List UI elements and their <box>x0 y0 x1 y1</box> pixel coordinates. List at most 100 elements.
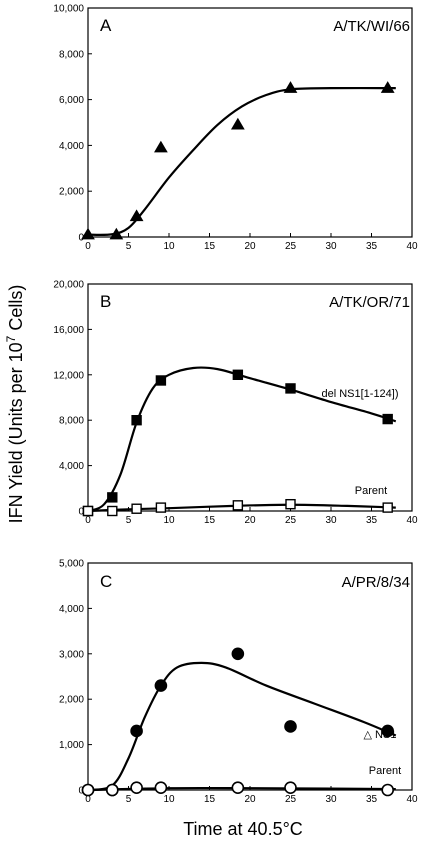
x-tick-label: 30 <box>325 241 337 252</box>
x-tick-label: 35 <box>366 515 378 526</box>
data-point-circle <box>284 781 297 795</box>
x-axis-title: Time at 40.5°C <box>183 819 303 839</box>
data-point-circle <box>154 679 168 692</box>
y-axis-title-main: IFN Yield (Units per 10 <box>6 342 26 523</box>
data-point-triangle <box>109 227 124 240</box>
plot-frame <box>87 7 413 238</box>
data-point-square <box>382 502 393 513</box>
data-point-square <box>82 505 94 517</box>
data-point-triangle <box>81 227 95 240</box>
panel-letter: C <box>100 572 112 591</box>
data-point-circle <box>130 781 143 795</box>
data-point-circle <box>130 724 143 738</box>
x-tick-label: 25 <box>285 515 297 526</box>
y-tick-label: 10,000 <box>53 4 84 15</box>
strain-label: A/TK/OR/71 <box>329 294 410 311</box>
data-point-triangle <box>283 81 298 93</box>
data-point-triangle <box>380 81 395 93</box>
series-label-1: Parent <box>355 485 387 497</box>
series-curve-0 <box>87 86 396 236</box>
data-point-square <box>155 502 167 513</box>
data-point-square <box>131 503 142 514</box>
series-label-1: Parent <box>369 765 401 777</box>
series-curve-0 <box>87 366 397 513</box>
y-tick-label: 4,000 <box>59 141 84 152</box>
series-label-0: △ NS1 <box>364 729 397 741</box>
x-tick-label: 35 <box>366 794 378 805</box>
x-tick-label: 15 <box>204 515 216 526</box>
x-tick-label: 5 <box>126 241 132 252</box>
x-tick-label: 30 <box>325 515 337 526</box>
data-point-triangle <box>230 117 245 130</box>
x-tick-label: 15 <box>204 241 216 252</box>
y-tick-label: 8,000 <box>59 416 84 427</box>
series-label-0: del NS1[1-124]) <box>321 388 398 400</box>
y-tick-label: 6,000 <box>59 95 84 106</box>
plot-frame <box>87 562 413 791</box>
data-point-circle <box>81 783 95 797</box>
y-tick-label: 4,000 <box>59 461 84 472</box>
x-tick-label: 0 <box>85 241 91 252</box>
x-tick-label: 25 <box>285 794 297 805</box>
data-point-square <box>382 413 393 425</box>
panel-b: 0 5 10 15 20 25 30 35 40 0 4,000 8,000 12,000 16,000 2… <box>53 280 418 527</box>
x-tick-label: 25 <box>285 241 297 252</box>
x-tick-label: 10 <box>163 515 175 526</box>
y-axis-title-tail: Cells) <box>6 285 26 336</box>
data-point-circle <box>381 724 395 738</box>
data-point-circle <box>231 781 245 795</box>
x-tick-label: 5 <box>126 794 132 805</box>
y-tick-label: 2,000 <box>59 187 84 198</box>
x-tick-label: 10 <box>163 794 175 805</box>
x-tick-label: 30 <box>325 794 337 805</box>
data-point-square <box>232 369 244 380</box>
y-tick-label: 12,000 <box>53 370 84 381</box>
series-curve-0 <box>87 661 397 792</box>
y-tick-label: 4,000 <box>59 604 84 615</box>
y-tick-label: 5,000 <box>59 559 84 570</box>
strain-label: A/PR/8/34 <box>342 574 410 591</box>
x-tick-label: 40 <box>406 794 418 805</box>
x-tick-label: 15 <box>204 794 216 805</box>
y-tick-label: 20,000 <box>53 280 84 291</box>
panel-letter: A <box>100 16 112 35</box>
strain-label: A/TK/WI/66 <box>333 18 410 35</box>
x-tick-label: 10 <box>163 241 175 252</box>
x-tick-label: 0 <box>85 515 91 526</box>
data-point-circle <box>154 781 168 795</box>
x-tick-label: 40 <box>406 241 418 252</box>
y-tick-label: 0 <box>78 233 84 244</box>
panel-c: 0 5 10 15 20 25 30 35 40 0 1,000 2,000 3,000 4,000 5,0… <box>59 559 418 806</box>
data-point-square <box>107 492 118 503</box>
y-tick-label: 0 <box>78 507 84 518</box>
y-axis-title: IFN Yield (Units per 107 Cells) <box>4 285 26 524</box>
x-tick-label: 5 <box>126 515 132 526</box>
y-tick-label: 3,000 <box>59 649 84 660</box>
data-point-circle <box>381 783 395 797</box>
y-tick-label: 0 <box>78 786 84 797</box>
y-tick-label: 2,000 <box>59 695 84 706</box>
data-point-square <box>155 375 167 386</box>
data-point-circle <box>231 647 245 661</box>
x-tick-label: 20 <box>244 515 256 526</box>
data-point-square <box>232 500 244 511</box>
x-tick-label: 35 <box>366 241 378 252</box>
y-tick-label: 1,000 <box>59 740 84 751</box>
x-tick-label: 40 <box>406 515 418 526</box>
data-point-square <box>285 498 296 510</box>
data-point-circle <box>106 783 119 797</box>
data-point-triangle <box>154 140 168 153</box>
x-tick-label: 20 <box>244 241 256 252</box>
data-point-square <box>285 383 296 394</box>
data-point-circle <box>284 720 297 733</box>
y-tick-label: 16,000 <box>53 325 84 336</box>
y-axis-title-sup: 7 <box>4 335 18 342</box>
data-point-square <box>107 505 118 517</box>
panel-letter: B <box>100 292 111 311</box>
y-tick-label: 8,000 <box>59 49 84 60</box>
data-point-square <box>131 415 142 426</box>
panel-a: 0 5 10 15 20 25 30 35 40 0 2,000 4,000 6,000 8,000 10,… <box>53 4 418 253</box>
x-tick-label: 0 <box>85 794 91 805</box>
x-tick-label: 20 <box>244 794 256 805</box>
